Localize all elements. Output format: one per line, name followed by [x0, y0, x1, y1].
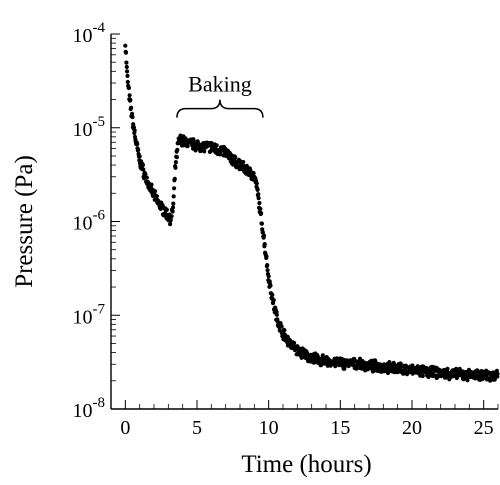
y-tick-label: 10-7 [73, 301, 106, 328]
data-point [233, 155, 238, 160]
x-tick-label: 0 [120, 417, 130, 439]
x-tick-label: 10 [259, 417, 279, 439]
x-tick-label: 5 [192, 417, 202, 439]
data-point [170, 205, 176, 210]
data-point [128, 97, 133, 102]
data-point [259, 211, 264, 216]
annotation-label: Baking [188, 72, 252, 97]
data-point [135, 142, 140, 147]
data-point [172, 186, 177, 191]
data-point [292, 340, 297, 346]
data-point [299, 355, 304, 360]
x-tick-label: 20 [402, 417, 422, 439]
data-point [495, 371, 500, 376]
data-point [144, 175, 149, 180]
y-tick-label: 10-8 [73, 395, 106, 422]
data-point [168, 217, 173, 222]
data-point [174, 155, 179, 160]
data-point [140, 162, 145, 168]
data-point [132, 128, 137, 133]
data-point [265, 268, 270, 273]
data-point [244, 163, 249, 168]
y-tick-label: 10-5 [73, 114, 106, 141]
data-point [185, 143, 190, 149]
data-point [262, 242, 267, 247]
data-point [175, 147, 180, 152]
data-point [168, 222, 173, 227]
data-point [164, 207, 169, 212]
data-point [169, 214, 174, 219]
data-point [248, 168, 253, 173]
data-point [124, 60, 129, 65]
data-point [158, 206, 163, 211]
data-point [420, 373, 425, 379]
data-point [260, 230, 265, 235]
data-point [131, 125, 136, 130]
data-point [171, 201, 176, 206]
data-point [256, 196, 261, 201]
labels-layer: 10-8 10-7 10-6 10-5 10-4 0 5 10 15 20 25 Time (hour… [11, 20, 494, 478]
y-tick-label: 10-6 [73, 208, 106, 235]
data-point [279, 324, 284, 329]
data-point [274, 312, 279, 317]
data-point [130, 114, 135, 120]
data-point [123, 43, 128, 48]
data-point [258, 206, 263, 211]
data-point [171, 194, 176, 199]
data-point [173, 160, 178, 165]
data-point [254, 181, 259, 186]
data-point [445, 366, 450, 371]
data-point [125, 73, 130, 78]
data-point [125, 69, 130, 74]
data-point [126, 85, 131, 91]
data-point [259, 221, 264, 226]
x-tick-label: 25 [474, 417, 494, 439]
data-point [125, 79, 130, 85]
data-point [129, 105, 134, 110]
data-point [123, 50, 129, 55]
data-point [130, 111, 135, 116]
data-point [136, 147, 141, 152]
x-tick-label: 15 [330, 417, 350, 439]
data-point [266, 274, 271, 279]
data-point [172, 176, 177, 181]
data-point [268, 283, 273, 288]
data-point [127, 93, 132, 98]
data-point [251, 171, 256, 176]
data-point [170, 209, 175, 214]
data-point [265, 263, 270, 268]
data-point [353, 359, 358, 364]
data-point [465, 378, 470, 383]
annotation-layer [176, 99, 264, 118]
data-point [173, 165, 178, 170]
y-tick-label: 10-4 [73, 20, 106, 47]
data-point [241, 159, 246, 165]
data-point [271, 298, 276, 303]
data-point [255, 187, 260, 192]
data-point [154, 194, 159, 199]
x-axis-label: Time (hours) [241, 451, 371, 478]
data-point [149, 182, 154, 187]
baking-bracket [176, 99, 264, 118]
data-points-layer [123, 43, 500, 383]
data-point [270, 292, 275, 297]
data-point [264, 254, 269, 259]
data-point [124, 64, 129, 70]
data-point [257, 200, 262, 206]
axes-layer [110, 33, 499, 410]
data-point [214, 143, 219, 148]
data-point [141, 167, 146, 172]
data-point [282, 328, 287, 333]
data-point [137, 154, 142, 159]
data-point [153, 189, 158, 194]
data-point [261, 233, 267, 238]
data-point [256, 192, 261, 197]
y-axis-label: Pressure (Pa) [11, 155, 38, 288]
data-point [202, 149, 207, 154]
